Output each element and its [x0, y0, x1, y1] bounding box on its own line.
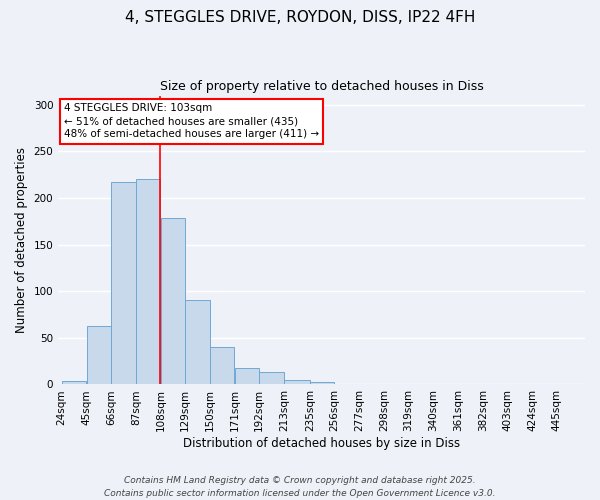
Y-axis label: Number of detached properties: Number of detached properties	[15, 147, 28, 333]
Text: 4 STEGGLES DRIVE: 103sqm
← 51% of detached houses are smaller (435)
48% of semi-: 4 STEGGLES DRIVE: 103sqm ← 51% of detach…	[64, 103, 319, 140]
Bar	[259, 372, 284, 384]
Bar	[136, 180, 160, 384]
Bar	[284, 380, 310, 384]
Bar	[111, 182, 136, 384]
Bar	[235, 368, 259, 384]
Bar	[210, 347, 235, 385]
Text: Contains HM Land Registry data © Crown copyright and database right 2025.
Contai: Contains HM Land Registry data © Crown c…	[104, 476, 496, 498]
Bar	[62, 380, 86, 384]
Title: Size of property relative to detached houses in Diss: Size of property relative to detached ho…	[160, 80, 484, 93]
Bar	[161, 218, 185, 384]
Text: 4, STEGGLES DRIVE, ROYDON, DISS, IP22 4FH: 4, STEGGLES DRIVE, ROYDON, DISS, IP22 4F…	[125, 10, 475, 25]
X-axis label: Distribution of detached houses by size in Diss: Distribution of detached houses by size …	[183, 437, 460, 450]
Bar	[86, 326, 111, 384]
Bar	[185, 300, 209, 384]
Bar	[310, 382, 334, 384]
